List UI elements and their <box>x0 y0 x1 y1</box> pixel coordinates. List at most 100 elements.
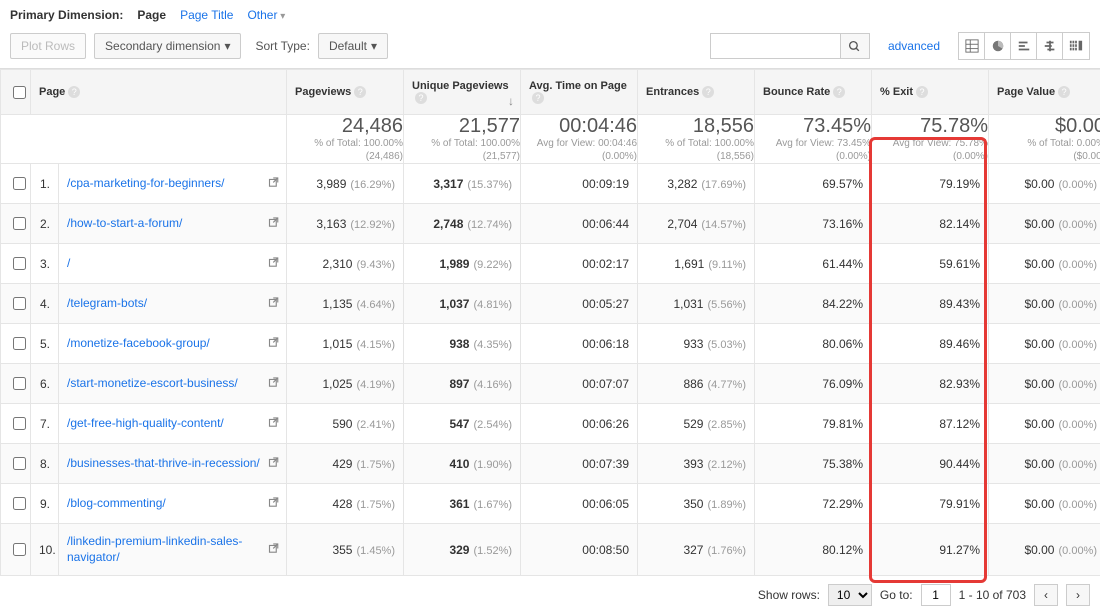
cell-page-value: $0.00(0.00%) <box>989 444 1100 484</box>
cell-unique-pageviews: 938(4.35%) <box>404 324 521 364</box>
external-link-icon[interactable] <box>268 215 280 232</box>
page-link[interactable]: /get-free-high-quality-content/ <box>59 404 287 444</box>
row-checkbox[interactable] <box>13 297 26 310</box>
col-page-value[interactable]: Page Value? <box>989 70 1100 115</box>
cell-page-value: $0.00(0.00%) <box>989 484 1100 524</box>
view-pie-icon[interactable] <box>985 33 1011 59</box>
page-link[interactable]: /blog-commenting/ <box>59 484 287 524</box>
dimension-tab[interactable]: Other <box>247 8 285 22</box>
row-checkbox[interactable] <box>13 457 26 470</box>
row-index: 6. <box>31 364 59 404</box>
col-unique-pageviews[interactable]: Unique Pageviews?↓ <box>404 70 521 115</box>
summary-sub1: Avg for View: 73.45% <box>755 137 871 150</box>
col-pageviews-label: Pageviews <box>295 86 351 98</box>
row-checkbox[interactable] <box>13 377 26 390</box>
page-link[interactable]: /telegram-bots/ <box>59 284 287 324</box>
cell-page-value: $0.00(0.00%) <box>989 164 1100 204</box>
show-rows-select[interactable]: 10 <box>828 584 872 606</box>
view-pivot-icon[interactable] <box>1063 33 1089 59</box>
row-index: 4. <box>31 284 59 324</box>
cell-exit: 87.12% <box>872 404 989 444</box>
external-link-icon[interactable] <box>268 455 280 472</box>
cell-exit: 89.46% <box>872 324 989 364</box>
summary-sub2: ($0.00) <box>989 150 1100 163</box>
col-avg-time-label: Avg. Time on Page <box>529 80 627 92</box>
range-label: 1 - 10 of 703 <box>959 588 1026 602</box>
external-link-icon[interactable] <box>268 415 280 432</box>
external-link-icon[interactable] <box>268 175 280 192</box>
col-unique-pageviews-label: Unique Pageviews <box>412 80 509 92</box>
summary-cell: 00:04:46Avg for View: 00:04:46(0.00%) <box>521 115 638 164</box>
sort-type-button[interactable]: Default ▾ <box>318 33 388 59</box>
row-checkbox[interactable] <box>13 257 26 270</box>
col-page[interactable]: Page? <box>31 70 287 115</box>
col-bounce-rate[interactable]: Bounce Rate? <box>755 70 872 115</box>
prev-page-button[interactable]: ‹ <box>1034 584 1058 606</box>
cell-unique-pageviews: 547(2.54%) <box>404 404 521 444</box>
secondary-dimension-button[interactable]: Secondary dimension ▾ <box>94 33 241 59</box>
external-link-icon[interactable] <box>268 255 280 272</box>
row-checkbox[interactable] <box>13 177 26 190</box>
cell-pageviews: 1,135(4.64%) <box>287 284 404 324</box>
summary-sub2: (21,577) <box>404 150 520 163</box>
cell-bounce-rate: 75.38% <box>755 444 872 484</box>
summary-cell: 75.78%Avg for View: 75.78%(0.00%) <box>872 115 989 164</box>
search-button[interactable] <box>840 33 870 59</box>
help-icon[interactable]: ? <box>532 92 544 104</box>
col-page-label: Page <box>39 86 65 98</box>
help-icon[interactable]: ? <box>1058 86 1070 98</box>
page-link[interactable]: /start-monetize-escort-business/ <box>59 364 287 404</box>
col-pageviews[interactable]: Pageviews? <box>287 70 404 115</box>
external-link-icon[interactable] <box>268 541 280 558</box>
view-bars-icon[interactable] <box>1011 33 1037 59</box>
dimension-tab[interactable]: Page <box>137 8 166 22</box>
row-index: 8. <box>31 444 59 484</box>
summary-row: 24,486% of Total: 100.00%(24,486)21,577%… <box>1 115 1100 164</box>
cell-bounce-rate: 73.16% <box>755 204 872 244</box>
col-exit[interactable]: % Exit? <box>872 70 989 115</box>
cell-entrances: 886(4.77%) <box>638 364 755 404</box>
page-link[interactable]: /how-to-start-a-forum/ <box>59 204 287 244</box>
help-icon[interactable]: ? <box>702 86 714 98</box>
help-icon[interactable]: ? <box>415 92 427 104</box>
cell-unique-pageviews: 897(4.16%) <box>404 364 521 404</box>
row-checkbox[interactable] <box>13 337 26 350</box>
row-checkbox[interactable] <box>13 497 26 510</box>
row-checkbox[interactable] <box>13 543 26 556</box>
next-page-button[interactable]: › <box>1066 584 1090 606</box>
row-checkbox[interactable] <box>13 417 26 430</box>
select-all-header[interactable] <box>1 70 31 115</box>
summary-value: 75.78% <box>872 115 988 137</box>
plot-rows-button[interactable]: Plot Rows <box>10 33 86 59</box>
external-link-icon[interactable] <box>268 495 280 512</box>
cell-exit: 79.19% <box>872 164 989 204</box>
select-all-checkbox[interactable] <box>13 86 26 99</box>
help-icon[interactable]: ? <box>916 86 928 98</box>
row-index: 2. <box>31 204 59 244</box>
col-avg-time[interactable]: Avg. Time on Page? <box>521 70 638 115</box>
view-table-icon[interactable] <box>959 33 985 59</box>
page-link[interactable]: /monetize-facebook-group/ <box>59 324 287 364</box>
summary-value: 73.45% <box>755 115 871 137</box>
search-input[interactable] <box>710 33 840 59</box>
sort-type-label: Sort Type: <box>255 39 309 53</box>
external-link-icon[interactable] <box>268 335 280 352</box>
go-to-input[interactable] <box>921 584 951 606</box>
table-row: 9./blog-commenting/428(1.75%)361(1.67%)0… <box>1 484 1100 524</box>
help-icon[interactable]: ? <box>833 86 845 98</box>
page-link[interactable]: /businesses-that-thrive-in-recession/ <box>59 444 287 484</box>
cell-entrances: 1,691(9.11%) <box>638 244 755 284</box>
page-link[interactable]: / <box>59 244 287 284</box>
help-icon[interactable]: ? <box>68 86 80 98</box>
summary-sub1: % of Total: 100.00% <box>404 137 520 150</box>
table-row: 2./how-to-start-a-forum/3,163(12.92%)2,7… <box>1 204 1100 244</box>
external-link-icon[interactable] <box>268 295 280 312</box>
dimension-tab[interactable]: Page Title <box>180 8 233 22</box>
col-entrances[interactable]: Entrances? <box>638 70 755 115</box>
view-comparison-icon[interactable] <box>1037 33 1063 59</box>
advanced-link[interactable]: advanced <box>888 39 940 53</box>
help-icon[interactable]: ? <box>354 86 366 98</box>
external-link-icon[interactable] <box>268 375 280 392</box>
row-checkbox[interactable] <box>13 217 26 230</box>
page-link[interactable]: /cpa-marketing-for-beginners/ <box>59 164 287 204</box>
